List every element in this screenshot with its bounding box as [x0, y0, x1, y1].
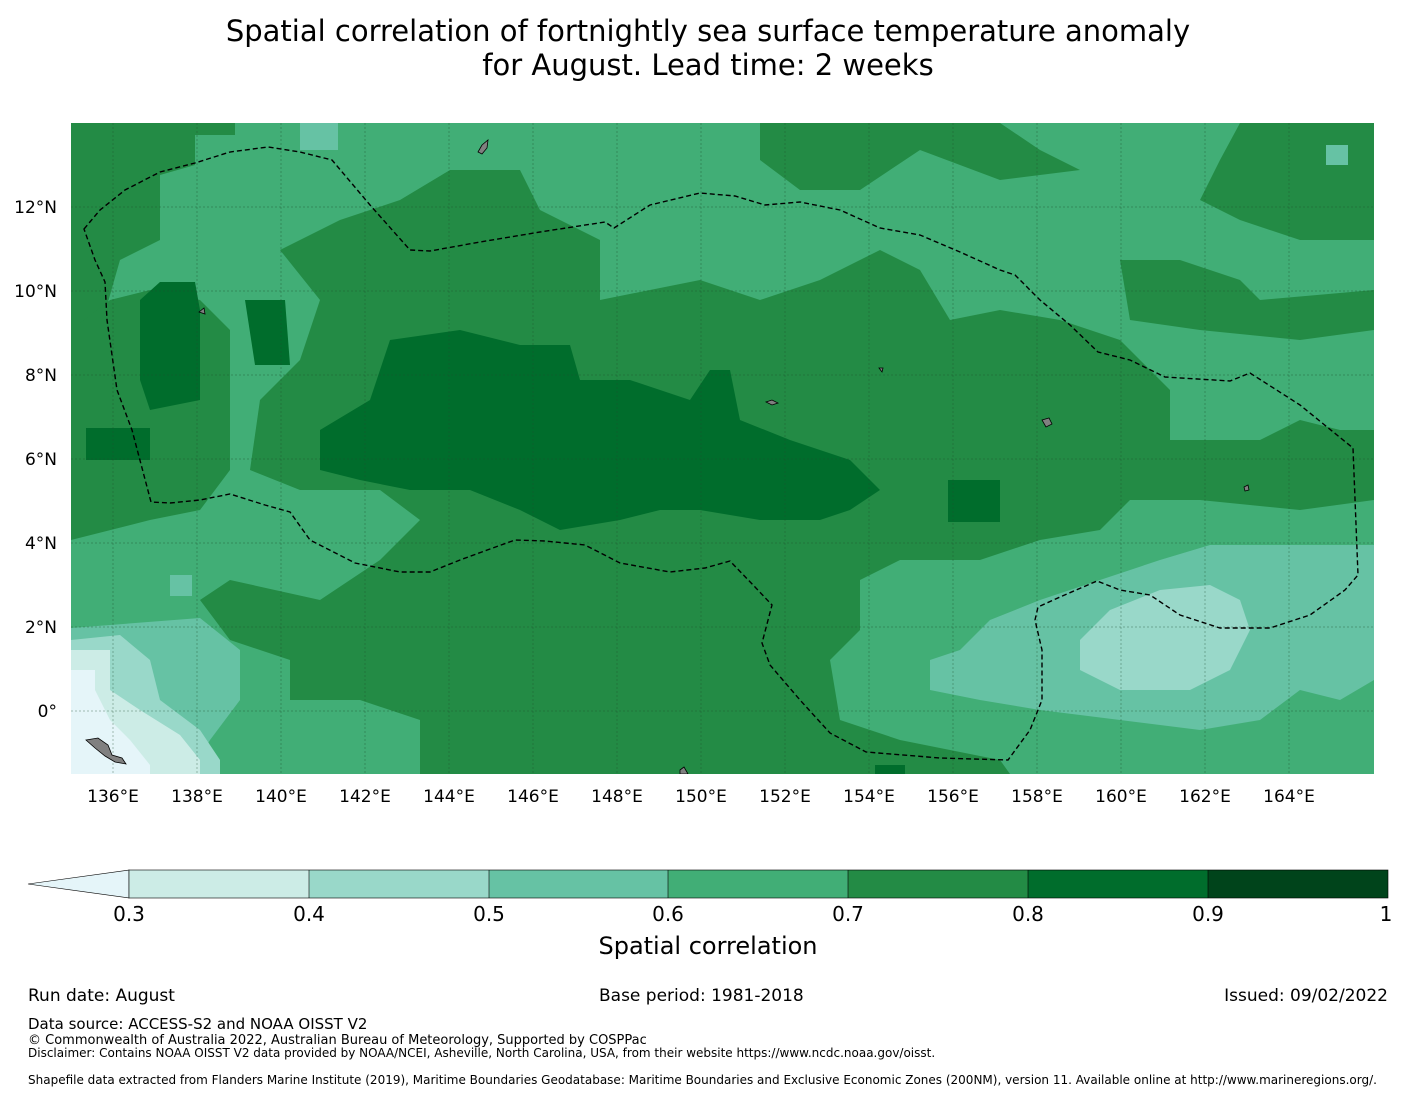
colorbar-ticks: 0.3 0.4 0.5 0.6 0.7 0.8 0.9 1 — [113, 902, 1392, 926]
island-ulithi — [198, 307, 206, 315]
disclaimer: Disclaimer: Contains NOAA OISST V2 data … — [28, 1046, 936, 1060]
issued-date: Issued: 09/02/2022 — [1224, 986, 1388, 1006]
colorbar-tick: 0.4 — [293, 902, 325, 926]
colorbar-tick: 0.8 — [1012, 902, 1044, 926]
lon-label: 148°E — [591, 787, 643, 807]
colorbar-bin-0 — [129, 870, 309, 898]
lon-label: 158°E — [1011, 787, 1063, 807]
field-region-08-west — [140, 282, 200, 410]
island-chuuk — [764, 399, 780, 406]
field-region-08-core — [320, 330, 880, 530]
run-date: Run date: August — [28, 986, 175, 1006]
colorbar-tick: 0.5 — [473, 902, 505, 926]
lon-label: 142°E — [339, 787, 391, 807]
latitude-labels: 12°N 10°N 8°N 6°N 4°N 2°N 0° — [14, 198, 57, 722]
field-region-05-north — [300, 123, 338, 150]
field-region-07-east — [1120, 260, 1374, 340]
lon-label: 138°E — [171, 787, 223, 807]
colorbar-tick: 1 — [1380, 902, 1393, 926]
island-new-ireland — [85, 737, 127, 765]
lat-label: 0° — [38, 702, 57, 722]
field-region-08-east — [948, 480, 1000, 522]
colorbar-extend-arrow — [27, 869, 130, 899]
title-line-1: Spatial correlation of fortnightly sea s… — [225, 14, 1191, 48]
colorbar-bin-1 — [309, 870, 489, 898]
chart-title: Spatial correlation of fortnightly sea s… — [0, 14, 1416, 82]
colorbar-tick: 0.9 — [1192, 902, 1224, 926]
lat-label: 2°N — [25, 618, 57, 638]
data-source: Data source: ACCESS-S2 and NOAA OISST V2 — [28, 1015, 368, 1033]
shapefile-credit: Shapefile data extracted from Flanders M… — [28, 1073, 1377, 1087]
lon-label: 156°E — [927, 787, 979, 807]
field-region-below03 — [71, 670, 150, 774]
lat-label: 10°N — [14, 282, 57, 302]
island-ngatik — [878, 367, 884, 373]
lat-label: 8°N — [25, 366, 57, 386]
map-gridlines — [71, 123, 1374, 774]
island-kosrae — [1243, 484, 1250, 492]
colorbar-bin-4 — [848, 870, 1028, 898]
colorbar-bin-5 — [1028, 870, 1208, 898]
lon-label: 152°E — [759, 787, 811, 807]
colorbar-dividers — [308, 870, 1209, 898]
field-region-08-south — [875, 765, 905, 774]
land-masses — [85, 139, 1250, 774]
lon-label: 140°E — [255, 787, 307, 807]
colorbar-tick: 0.6 — [652, 902, 684, 926]
lat-label: 6°N — [25, 450, 57, 470]
lon-label: 144°E — [423, 787, 475, 807]
colorbar-tick: 0.7 — [832, 902, 864, 926]
base-period: Base period: 1981-2018 — [599, 986, 804, 1006]
colorbar-outline — [128, 869, 1389, 899]
lon-label: 164°E — [1263, 787, 1315, 807]
field-region-08-west3 — [86, 428, 150, 460]
lon-label: 154°E — [843, 787, 895, 807]
island-guam — [477, 139, 489, 155]
colorbar: 0.3 0.4 0.5 0.6 0.7 0.8 0.9 1 Spatial co… — [27, 869, 1392, 960]
field-region-05-small — [170, 575, 192, 596]
lon-label: 160°E — [1095, 787, 1147, 807]
field-region-07-north — [71, 123, 235, 330]
title-line-2: for August. Lead time: 2 weeks — [482, 48, 934, 82]
correlation-field — [71, 123, 1374, 774]
field-region-08-west2 — [245, 300, 290, 365]
lat-label: 12°N — [14, 198, 57, 218]
island-pohnpei — [1041, 417, 1053, 428]
copyright: © Commonwealth of Australia 2022, Austra… — [28, 1033, 647, 1048]
lat-label: 4°N — [25, 534, 57, 554]
field-region-05-north2 — [1326, 145, 1348, 165]
field-region-07-northeast — [760, 123, 1080, 190]
field-region-04-east — [1080, 585, 1250, 690]
longitude-labels: 136°E 138°E 140°E 142°E 144°E 146°E 148°… — [87, 787, 1315, 807]
lon-label: 162°E — [1179, 787, 1231, 807]
colorbar-label: Spatial correlation — [598, 932, 817, 960]
colorbar-bin-2 — [489, 870, 668, 898]
colorbar-bin-3 — [668, 870, 848, 898]
island-nukuoro — [679, 766, 689, 774]
lon-label: 146°E — [507, 787, 559, 807]
lon-label: 136°E — [87, 787, 139, 807]
colorbar-bin-6 — [1208, 870, 1388, 898]
colorbar-tick: 0.3 — [113, 902, 145, 926]
lon-label: 150°E — [675, 787, 727, 807]
